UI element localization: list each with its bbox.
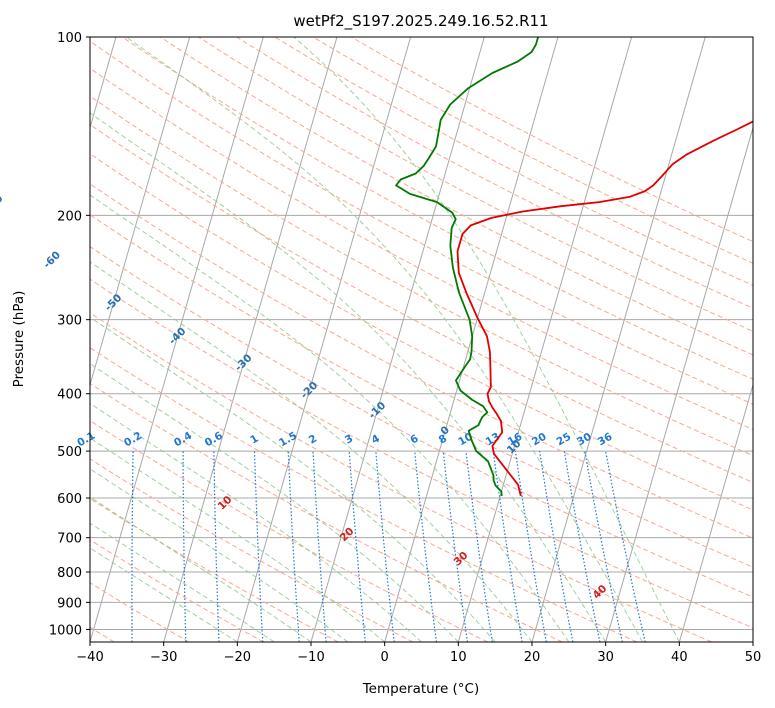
axes: −40 −30 −20 −10 0 10 20 30 40 50 100 200 300 400 500 60… <box>49 31 761 665</box>
isotherm-line <box>531 37 706 642</box>
isotherm-label: -70 <box>0 193 6 215</box>
dry-adiabat-line <box>90 458 414 642</box>
background-lines <box>82 37 753 642</box>
x-tick-label: −40 <box>76 650 103 665</box>
moist-adiabat-line <box>90 261 533 642</box>
mixing-ratio-line <box>514 451 547 642</box>
x-tick-label: 0 <box>381 650 389 665</box>
x-tick-label: −10 <box>297 650 324 665</box>
isotherm-line <box>163 37 338 642</box>
mixing-ratio-line <box>414 451 437 642</box>
dry-adiabat-line <box>274 37 753 287</box>
y-tick-label: 300 <box>57 314 82 329</box>
plot-frame <box>89 36 754 643</box>
mixing-ratio-line <box>131 451 134 642</box>
moist-adiabat-line <box>90 402 422 642</box>
y-tick-label: 400 <box>57 388 82 403</box>
moist-adiabat-line <box>90 437 386 642</box>
dry-adiabat-line <box>90 312 712 642</box>
moist-adiabat-line <box>292 37 680 642</box>
y-tick-label: 500 <box>57 445 82 460</box>
moist-adiabat-line <box>90 316 496 642</box>
x-tick-label: 10 <box>450 650 467 665</box>
dry-adiabat-line <box>90 214 753 568</box>
isotherm-label: -60 <box>41 249 63 271</box>
y-tick-label: 100 <box>57 31 82 46</box>
dry-adiabat-line <box>90 124 753 484</box>
mixing-ratio-line <box>213 451 220 642</box>
isotherm-line <box>605 125 753 642</box>
plot-background <box>90 37 753 642</box>
y-tick-label: 700 <box>57 532 82 547</box>
mixing-ratio-line <box>182 451 187 642</box>
moist-adiabat-line <box>90 468 349 642</box>
isotherm-line <box>752 640 753 642</box>
dry-adiabat-line <box>160 37 753 356</box>
dry-adiabat-line <box>90 278 753 629</box>
mixing-ratio-line <box>584 450 623 642</box>
isotherm-line <box>678 383 753 642</box>
dry-adiabat-line <box>90 183 753 539</box>
moist-adiabat-line <box>90 363 459 642</box>
mixing-ratio-line <box>539 451 574 642</box>
x-tick-label: −20 <box>224 650 251 665</box>
dry-adiabat-line <box>90 67 753 431</box>
isotherm-line <box>236 37 412 642</box>
mixing-ratio-line <box>442 451 469 642</box>
temperature-line <box>456 120 753 497</box>
mixing-ratio-line <box>82 451 86 642</box>
mixing-ratio-line <box>375 451 395 642</box>
x-tick-label: 30 <box>597 650 614 665</box>
mixing-ratio-line <box>312 451 327 642</box>
x-tick-label: −30 <box>150 650 177 665</box>
series-lines <box>395 37 753 497</box>
isotherm-line <box>90 37 191 387</box>
dry-adiabat-line <box>312 37 753 264</box>
mixing-ratio-line <box>563 451 601 642</box>
x-tick-label: 50 <box>745 650 762 665</box>
moist-adiabat-line <box>90 496 312 642</box>
y-axis-label: Pressure (hPa) <box>11 291 27 388</box>
mixing-ratio-line <box>605 450 646 642</box>
isotherm-line <box>457 37 633 642</box>
dry-adiabat-line <box>90 382 563 642</box>
moist-adiabat-line <box>125 37 643 642</box>
y-tick-label: 900 <box>57 596 82 611</box>
x-tick-label: 20 <box>524 650 541 665</box>
y-tick-label: 1000 <box>49 623 82 638</box>
moist-adiabat-line <box>90 112 607 642</box>
y-tick-label: 200 <box>57 209 82 224</box>
dewpoint-line <box>395 37 539 496</box>
mixing-ratio-line <box>492 451 523 642</box>
mixing-ratio-line <box>465 451 493 642</box>
isotherm-line <box>310 37 485 642</box>
x-axis-label: Temperature (°C) <box>362 681 480 697</box>
dry-adiabat-line <box>90 419 488 642</box>
chart-title: wetPf2_S197.2025.249.16.52.R11 <box>293 12 548 31</box>
dry-adiabat-line <box>121 37 753 380</box>
dry-adiabat-line <box>90 347 638 642</box>
mixing-ratio-line <box>287 451 300 642</box>
mixing-ratio-line <box>348 451 366 642</box>
mixing-ratio-line <box>253 451 264 642</box>
y-tick-label: 600 <box>57 492 82 507</box>
x-tick-label: 40 <box>671 650 688 665</box>
y-tick-label: 800 <box>57 566 82 581</box>
